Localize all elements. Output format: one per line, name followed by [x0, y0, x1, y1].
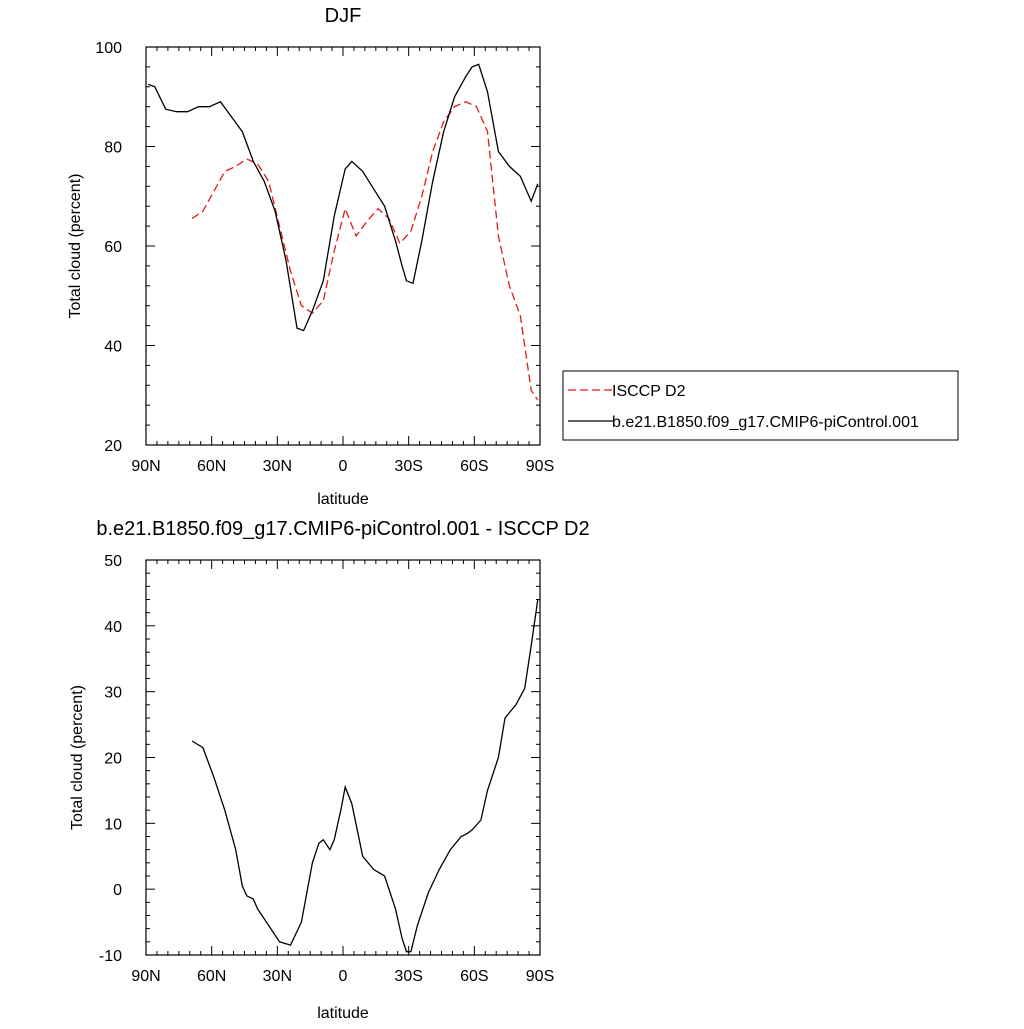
series-line-model [147, 63, 539, 332]
y-tick-label: 100 [95, 40, 122, 57]
series-line-isccp-d2 [191, 100, 539, 401]
plot-djf-total-cloud: 90N 60N 30N 0 30S 60S 90S 20 40 60 80 100 DJF latitud… [67, 5, 554, 508]
x-tick-label: 60S [460, 968, 488, 985]
legend-label: b.e21.B1850.f09_g17.CMIP6-piControl.001 [612, 414, 919, 431]
y-tick-label: -10 [99, 948, 122, 965]
x-tick-label: 30N [263, 458, 292, 475]
legend-label: ISCCP D2 [612, 383, 686, 400]
x-tick-label: 60N [197, 968, 226, 985]
y-tick-label: 20 [104, 751, 122, 768]
chart-title: b.e21.B1850.f09_g17.CMIP6-piControl.001 … [96, 518, 589, 540]
plot-frame [145, 559, 541, 956]
x-tick-label: 60S [460, 458, 488, 475]
x-axis-label: latitude [317, 1005, 369, 1022]
y-tick-label: 10 [104, 816, 122, 833]
legend: ISCCP D2 b.e21.B1850.f09_g17.CMIP6-piCont… [562, 370, 959, 441]
plot-difference-total-cloud: 90N 60N 30N 0 30S 60S 90S -10 0 10 20 30 40 50 b.e21.B… [69, 518, 590, 1022]
y-tick-label: 20 [104, 438, 122, 455]
y-axis-label: Total cloud (percent) [69, 685, 86, 830]
x-axis-label: latitude [317, 491, 369, 508]
x-tick-label: 0 [339, 458, 348, 475]
x-tick-label: 30N [263, 968, 292, 985]
y-tick-label: 80 [104, 140, 122, 157]
x-tick-label: 90S [526, 458, 554, 475]
legend-box [562, 370, 959, 441]
y-tick-label: 30 [104, 685, 122, 702]
series-line-model [191, 599, 539, 953]
x-tick-label: 0 [339, 968, 348, 985]
chart-title: DJF [325, 5, 362, 27]
x-tick-label: 90S [526, 968, 554, 985]
x-tick-label: 90N [131, 458, 160, 475]
y-tick-label: 0 [113, 882, 122, 899]
x-tick-label: 60N [197, 458, 226, 475]
y-tick-label: 50 [104, 553, 122, 570]
x-tick-label: 30S [394, 458, 422, 475]
y-tick-label: 40 [104, 339, 122, 356]
y-tick-label: 40 [104, 619, 122, 636]
y-axis-label: Total cloud (percent) [67, 174, 84, 319]
x-tick-label: 30S [394, 968, 422, 985]
y-tick-label: 60 [104, 239, 122, 256]
x-tick-label: 90N [131, 968, 160, 985]
